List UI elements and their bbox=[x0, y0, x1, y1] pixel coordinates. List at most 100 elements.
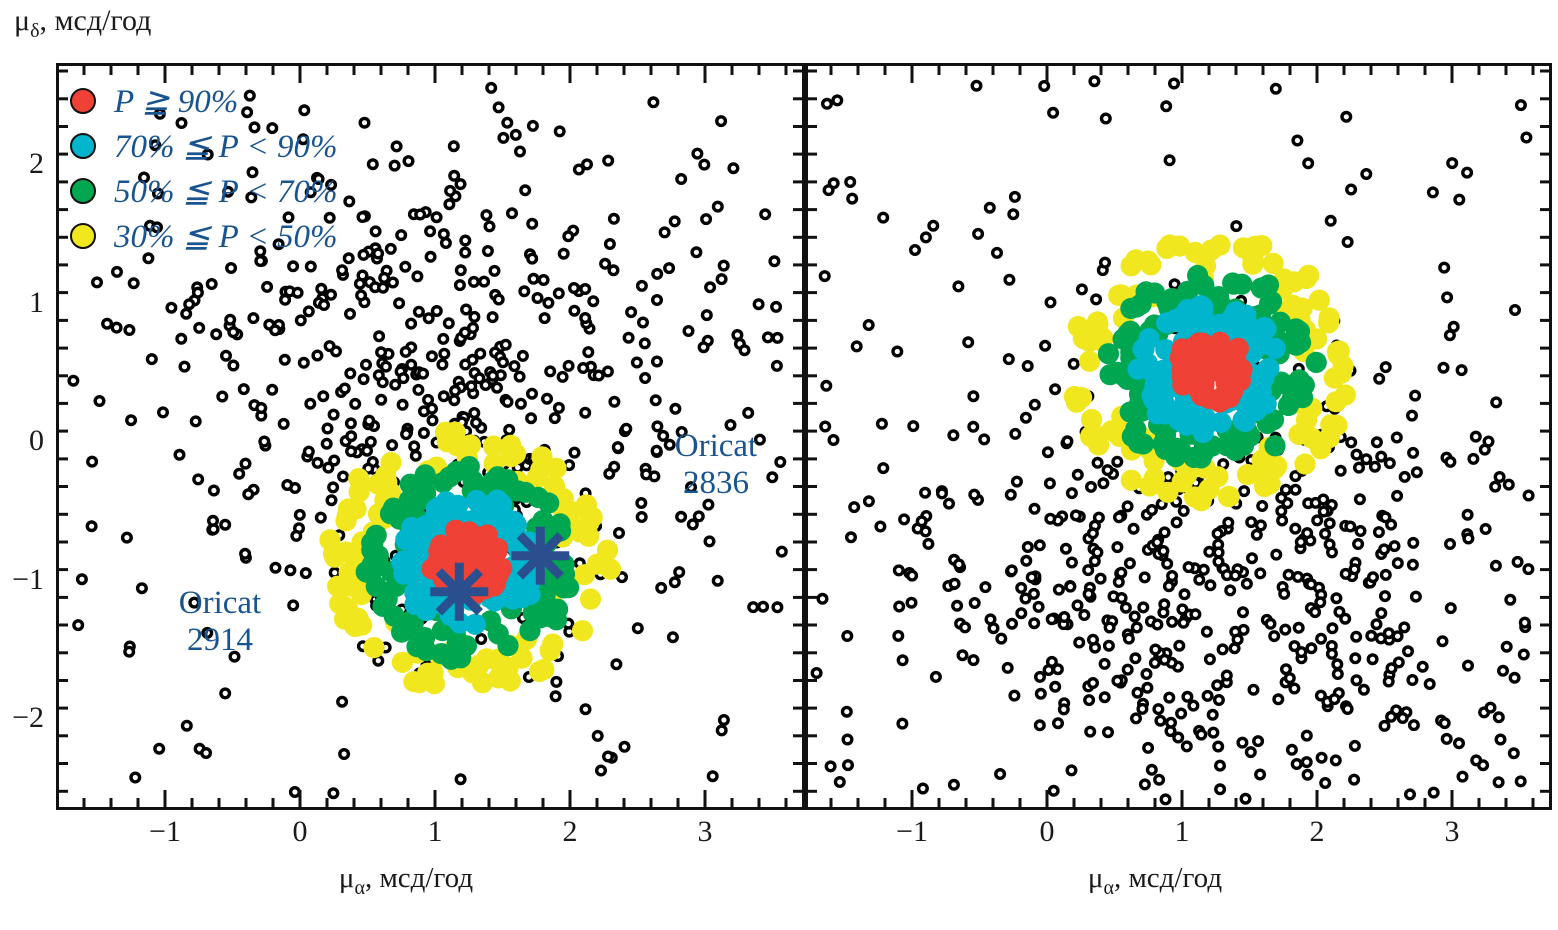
cluster-member bbox=[471, 672, 494, 694]
field-star bbox=[465, 380, 478, 393]
field-star bbox=[1517, 648, 1530, 661]
field-star bbox=[1059, 542, 1072, 555]
field-star bbox=[492, 293, 505, 306]
field-star bbox=[1238, 485, 1251, 498]
field-star bbox=[1522, 563, 1535, 576]
field-star bbox=[1354, 525, 1367, 538]
field-star bbox=[922, 537, 935, 550]
field-star bbox=[468, 310, 481, 323]
field-star bbox=[243, 89, 256, 102]
x-tick-label-left-4: 3 bbox=[697, 815, 713, 848]
cluster-member bbox=[1154, 395, 1176, 417]
cluster-member bbox=[1207, 466, 1229, 488]
field-star bbox=[915, 515, 928, 528]
field-star bbox=[1137, 601, 1150, 614]
field-star bbox=[1494, 733, 1507, 746]
field-star bbox=[757, 600, 770, 613]
field-star bbox=[1220, 669, 1233, 682]
field-star bbox=[753, 433, 766, 446]
field-star bbox=[1319, 527, 1332, 540]
right-panel bbox=[805, 63, 1552, 810]
field-star bbox=[506, 207, 519, 220]
field-star bbox=[338, 382, 351, 395]
field-star bbox=[1456, 770, 1469, 783]
field-star bbox=[1212, 740, 1225, 753]
field-star bbox=[269, 324, 282, 337]
field-star bbox=[1469, 430, 1482, 443]
field-star bbox=[342, 252, 355, 265]
field-star bbox=[395, 229, 408, 242]
field-star bbox=[449, 384, 462, 397]
field-star bbox=[591, 729, 604, 742]
field-star bbox=[927, 219, 940, 232]
field-star bbox=[690, 246, 703, 259]
field-star bbox=[1140, 668, 1153, 681]
cluster-member bbox=[363, 637, 385, 659]
field-star bbox=[216, 390, 229, 403]
field-star bbox=[1366, 653, 1379, 666]
field-star bbox=[480, 209, 493, 222]
field-star bbox=[1204, 579, 1217, 592]
field-star bbox=[1256, 500, 1269, 513]
field-star bbox=[1289, 483, 1302, 496]
field-star bbox=[1130, 621, 1143, 634]
field-star bbox=[297, 356, 310, 369]
field-star bbox=[442, 317, 455, 330]
cluster-member bbox=[529, 660, 551, 683]
field-star bbox=[1345, 183, 1358, 196]
field-star bbox=[1254, 519, 1267, 532]
field-star bbox=[386, 439, 399, 452]
field-star bbox=[1193, 573, 1206, 586]
field-star bbox=[1158, 653, 1171, 666]
field-star bbox=[1130, 712, 1143, 725]
field-star bbox=[622, 331, 635, 344]
field-star bbox=[1440, 732, 1453, 745]
field-star bbox=[770, 300, 783, 313]
field-star bbox=[412, 383, 425, 396]
field-star bbox=[412, 305, 425, 318]
field-star bbox=[967, 390, 980, 403]
field-star bbox=[1511, 555, 1524, 568]
field-star bbox=[503, 423, 516, 436]
field-star bbox=[1073, 636, 1086, 649]
field-star bbox=[1269, 82, 1282, 95]
field-star bbox=[1436, 635, 1449, 648]
field-star bbox=[1508, 671, 1521, 684]
field-star bbox=[978, 433, 991, 446]
field-star bbox=[1254, 768, 1267, 781]
field-star bbox=[1122, 632, 1135, 645]
field-star bbox=[916, 782, 929, 795]
field-star bbox=[516, 349, 529, 362]
field-star bbox=[947, 429, 960, 442]
cluster-member bbox=[527, 486, 549, 508]
field-star bbox=[227, 326, 240, 339]
field-star bbox=[1301, 768, 1314, 781]
field-star bbox=[1385, 662, 1398, 675]
field-star bbox=[189, 415, 202, 428]
field-star bbox=[1391, 557, 1404, 570]
field-star bbox=[711, 200, 724, 213]
field-star bbox=[475, 633, 488, 646]
field-star bbox=[468, 407, 481, 420]
field-star bbox=[344, 307, 357, 320]
field-star bbox=[509, 128, 522, 141]
field-star bbox=[655, 581, 668, 594]
field-star bbox=[1350, 448, 1363, 461]
field-star bbox=[1047, 784, 1060, 797]
field-star bbox=[1392, 656, 1405, 669]
field-star bbox=[896, 654, 909, 667]
cluster-member bbox=[1187, 350, 1209, 372]
field-star bbox=[1370, 618, 1383, 631]
field-star bbox=[862, 318, 875, 331]
cluster-member bbox=[348, 481, 370, 503]
field-star bbox=[1015, 607, 1028, 620]
field-star bbox=[178, 360, 191, 373]
field-star bbox=[630, 356, 643, 369]
field-star bbox=[1065, 556, 1078, 569]
cluster-member bbox=[1097, 343, 1120, 365]
field-star bbox=[437, 390, 450, 403]
field-star bbox=[1497, 664, 1510, 677]
cluster-member bbox=[415, 514, 437, 536]
field-star bbox=[111, 265, 124, 278]
y-tick-label-0: 2 bbox=[29, 147, 44, 180]
